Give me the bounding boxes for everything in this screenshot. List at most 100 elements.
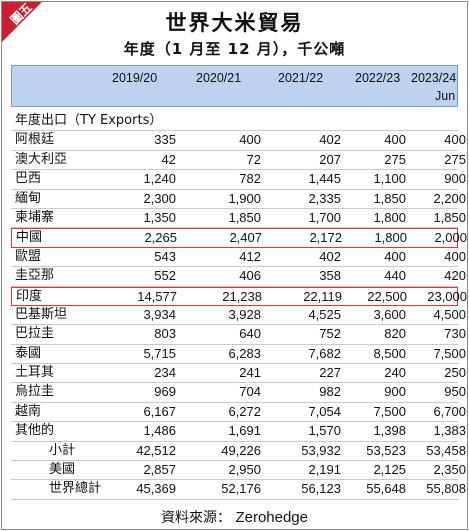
table-cell: 21,238	[222, 288, 262, 304]
corner-badge	[2, 2, 43, 43]
table-cell: 1,383	[433, 423, 466, 439]
table-row: 歐盟 543 412 402 400 400	[11, 248, 466, 268]
table-cell: 55,648	[366, 481, 406, 497]
row-label: 小計	[49, 442, 76, 458]
row-label: 越南	[15, 403, 42, 419]
table-row: 烏拉圭 969 704 982 900 950	[11, 383, 466, 403]
table-row: 世界總計 45,369 52,176 56,123 55,648 55,808	[11, 480, 466, 500]
table-cell: 5,715	[143, 345, 176, 361]
table-cell: 3,600	[373, 306, 406, 322]
row-label: 印度	[16, 288, 43, 304]
table-cell: 56,123	[301, 481, 341, 497]
table-row: 澳大利亞 42 72 207 275 275	[11, 151, 466, 171]
table-cell: 1,240	[143, 171, 176, 187]
table-cell: 14,577	[137, 288, 177, 304]
data-table: 年度出口（TY Exports） 阿根廷 335 400 402 400 400 澳大利亞 4…	[11, 112, 467, 500]
section-label: 年度出口（TY Exports）	[15, 113, 163, 128]
table-cell: 2,335	[308, 190, 341, 206]
table-cell: 358	[319, 268, 341, 284]
table-cell: 400	[444, 248, 466, 264]
table-cell: 7,500	[373, 403, 406, 419]
table-row: 泰國 5,715 6,283 7,682 8,500 7,500	[11, 345, 466, 365]
table-cell: 240	[384, 365, 406, 381]
source-label: 資料來源：	[160, 510, 231, 526]
table-cell: 1,445	[308, 171, 341, 187]
row-label: 緬甸	[15, 190, 42, 206]
table-cell: 52,176	[221, 481, 261, 497]
table-cell: 6,167	[143, 403, 176, 419]
table-cell: 72	[246, 151, 261, 167]
table-cell: 42	[161, 151, 176, 167]
row-label: 歐盟	[15, 248, 42, 264]
table-cell: 2,200	[433, 190, 466, 206]
table-cell: 6,272	[228, 403, 261, 419]
table-row: 柬埔寨 1,350 1,850 1,700 1,800 1,850	[11, 209, 466, 229]
table-cell: 53,458	[426, 442, 466, 458]
table-cell: 1,570	[308, 423, 341, 439]
table-cell: 543	[154, 248, 176, 264]
table-cell: 2,857	[143, 462, 176, 478]
table-cell: 45,369	[136, 481, 176, 497]
table-cell: 4,525	[308, 306, 341, 322]
table-cell: 6,283	[228, 345, 261, 361]
table-cell: 1,350	[143, 209, 176, 225]
table-cell: 250	[444, 365, 466, 381]
table-cell: 1,100	[373, 171, 406, 187]
row-label: 泰國	[15, 345, 42, 361]
table-cell: 752	[319, 326, 341, 342]
table-row: 阿根廷 335 400 402 400 400	[11, 131, 466, 151]
table-row: 土耳其 234 241 227 240 250	[11, 364, 466, 384]
row-label: 巴基斯坦	[15, 306, 68, 322]
column-header: 2023/24	[411, 71, 457, 85]
row-label: 阿根廷	[15, 132, 55, 148]
table-cell: 900	[384, 384, 406, 400]
table-cell: 8,500	[373, 345, 406, 361]
table-cell: 3,928	[228, 306, 261, 322]
table-header: 2019/20 2020/21 2021/22 2022/23 2023/24 …	[11, 65, 458, 107]
table-cell: 2,350	[433, 462, 466, 478]
table-cell: 782	[239, 171, 261, 187]
row-label: 柬埔寨	[15, 209, 55, 225]
table-cell: 2,265	[144, 230, 177, 246]
table-cell: 2,125	[373, 462, 406, 478]
table-row: 巴西 1,240 782 1,445 1,100 900	[11, 170, 466, 190]
table-cell: 241	[239, 365, 261, 381]
table-cell: 2,191	[308, 462, 341, 478]
column-header: 2021/22	[278, 71, 324, 85]
table-row: 圭亞那 552 406 358 440 420	[11, 267, 466, 287]
table-cell: 1,486	[143, 423, 176, 439]
table-cell: 552	[154, 268, 176, 284]
table-row: 小計 42,512 49,226 53,932 53,523 53,458	[11, 442, 466, 462]
table-cell: 982	[319, 384, 341, 400]
row-label: 澳大利亞	[15, 151, 68, 167]
table-cell: 275	[444, 151, 466, 167]
table-cell: 2,950	[228, 462, 261, 478]
section-label-row: 年度出口（TY Exports）	[11, 112, 458, 132]
table-cell: 42,512	[136, 442, 176, 458]
table-cell: 420	[444, 268, 466, 284]
page-subtitle: 年度（1 月至 12 月），千公噸	[123, 40, 346, 58]
table-cell: 969	[154, 384, 176, 400]
table-cell: 803	[154, 326, 176, 342]
row-label: 其他的	[15, 423, 55, 439]
table-cell: 1,700	[308, 209, 341, 225]
table-cell: 730	[444, 326, 466, 342]
table-cell: 1,398	[373, 423, 406, 439]
row-label: 巴拉圭	[15, 326, 55, 342]
source-line: 資料來源： Zerohedge	[2, 507, 467, 527]
row-label: 土耳其	[15, 365, 55, 381]
table-row: 其他的 1,486 1,691 1,570 1,398 1,383	[11, 422, 466, 442]
table-cell: 400	[239, 132, 261, 148]
table-cell: 335	[154, 132, 176, 148]
table-cell: 4,500	[433, 306, 466, 322]
table-cell: 2,000	[434, 230, 467, 246]
table-cell: 820	[384, 326, 406, 342]
table-cell: 49,226	[221, 442, 261, 458]
table-cell: 950	[444, 384, 466, 400]
table-row: 印度 14,577 21,238 22,119 22,500 23,000	[11, 286, 467, 306]
row-label: 烏拉圭	[15, 384, 55, 400]
table-cell: 53,523	[366, 442, 406, 458]
table-cell: 406	[239, 268, 261, 284]
table-cell: 53,932	[301, 442, 341, 458]
